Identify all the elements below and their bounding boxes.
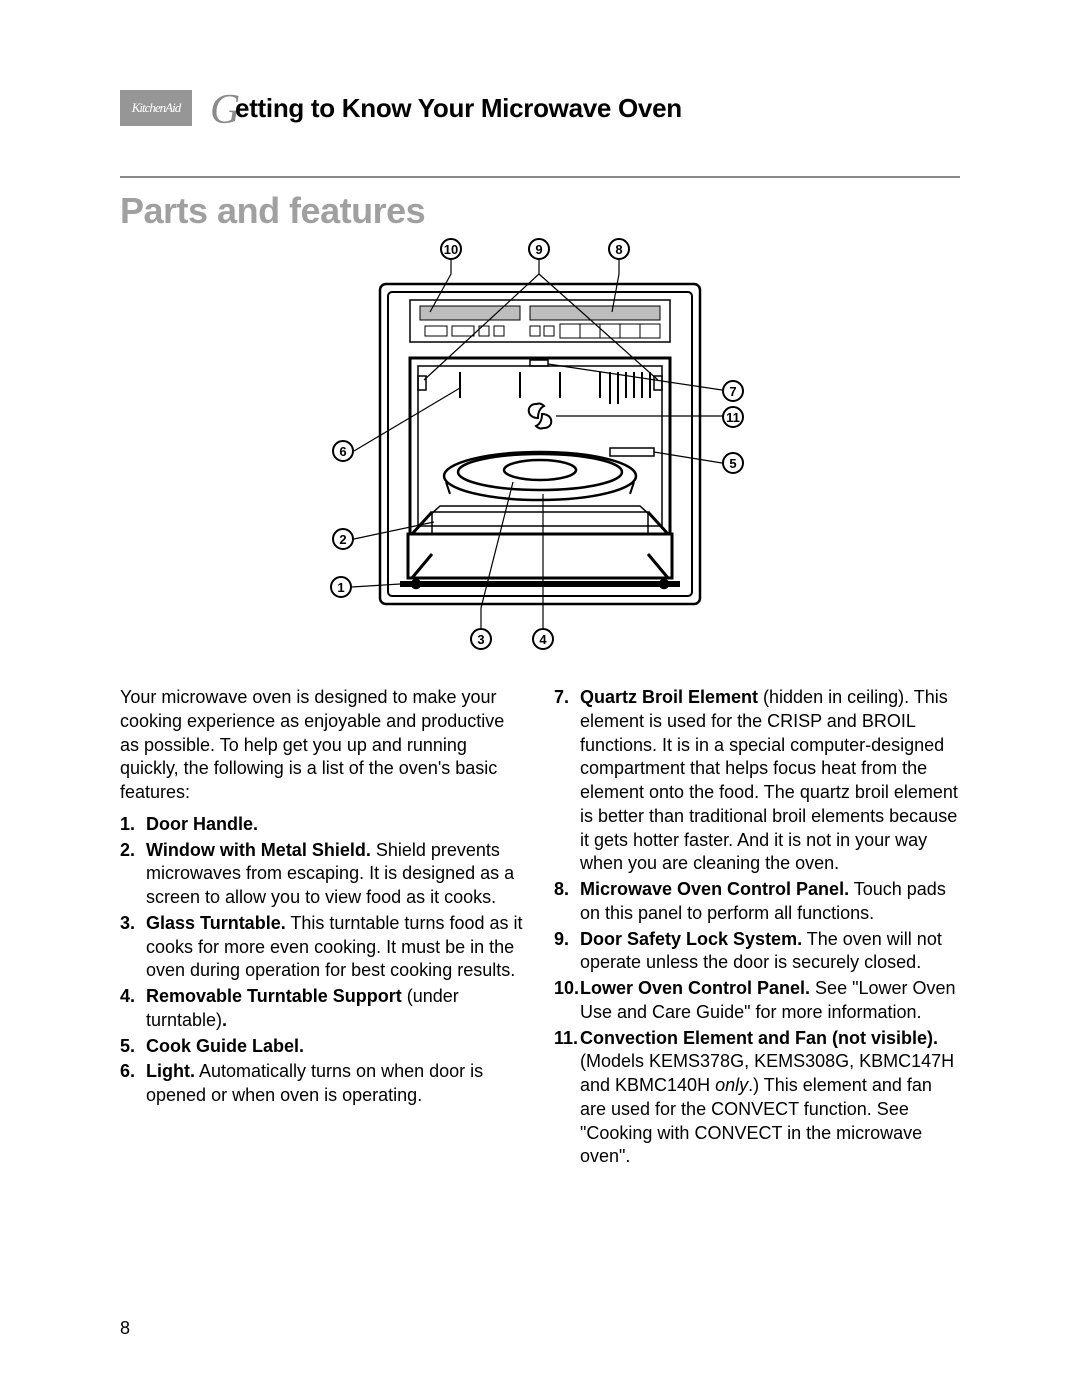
part-6: Light. Automatically turns on when door … [120, 1060, 526, 1108]
divider [120, 176, 960, 178]
part-2: Window with Metal Shield. Shield prevent… [120, 839, 526, 910]
callout-2: 2 [332, 528, 354, 550]
callout-10: 10 [440, 238, 462, 260]
callout-5: 5 [722, 452, 744, 474]
part-5: Cook Guide Label. [120, 1035, 526, 1059]
body-columns: Your microwave oven is designed to make … [120, 686, 960, 1171]
callout-11: 11 [722, 406, 744, 428]
callout-4: 4 [532, 628, 554, 650]
callout-8: 8 [608, 238, 630, 260]
callout-3: 3 [470, 628, 492, 650]
parts-diagram: 10 9 8 7 11 6 5 2 1 3 4 [120, 238, 960, 658]
part-9: Door Safety Lock System. The oven will n… [554, 928, 960, 976]
callout-1: 1 [330, 576, 352, 598]
callout-7: 7 [722, 380, 744, 402]
brand-logo: KitchenAid [120, 90, 192, 126]
part-7: Quartz Broil Element (hidden in ceiling)… [554, 686, 960, 876]
part-1: Door Handle. [120, 813, 526, 837]
page-header: KitchenAid Getting to Know Your Microwav… [120, 90, 960, 126]
callout-9: 9 [528, 238, 550, 260]
right-column: Quartz Broil Element (hidden in ceiling)… [554, 686, 960, 1171]
callout-6: 6 [332, 440, 354, 462]
title-rest: etting to Know Your Microwave Oven [235, 93, 682, 123]
parts-list-right: Quartz Broil Element (hidden in ceiling)… [554, 686, 960, 1169]
page-number: 8 [120, 1318, 130, 1339]
part-3: Glass Turntable. This turntable turns fo… [120, 912, 526, 983]
section-title: Parts and features [120, 190, 960, 232]
left-column: Your microwave oven is designed to make … [120, 686, 526, 1171]
part-10: Lower Oven Control Panel. See "Lower Ove… [554, 977, 960, 1025]
page-title: Getting to Know Your Microwave Oven [210, 93, 682, 124]
part-4: Removable Turntable Support (under turnt… [120, 985, 526, 1033]
part-11: Convection Element and Fan (not visible)… [554, 1027, 960, 1170]
intro-paragraph: Your microwave oven is designed to make … [120, 686, 526, 805]
parts-list-left: Door Handle. Window with Metal Shield. S… [120, 813, 526, 1108]
part-8: Microwave Oven Control Panel. Touch pads… [554, 878, 960, 926]
